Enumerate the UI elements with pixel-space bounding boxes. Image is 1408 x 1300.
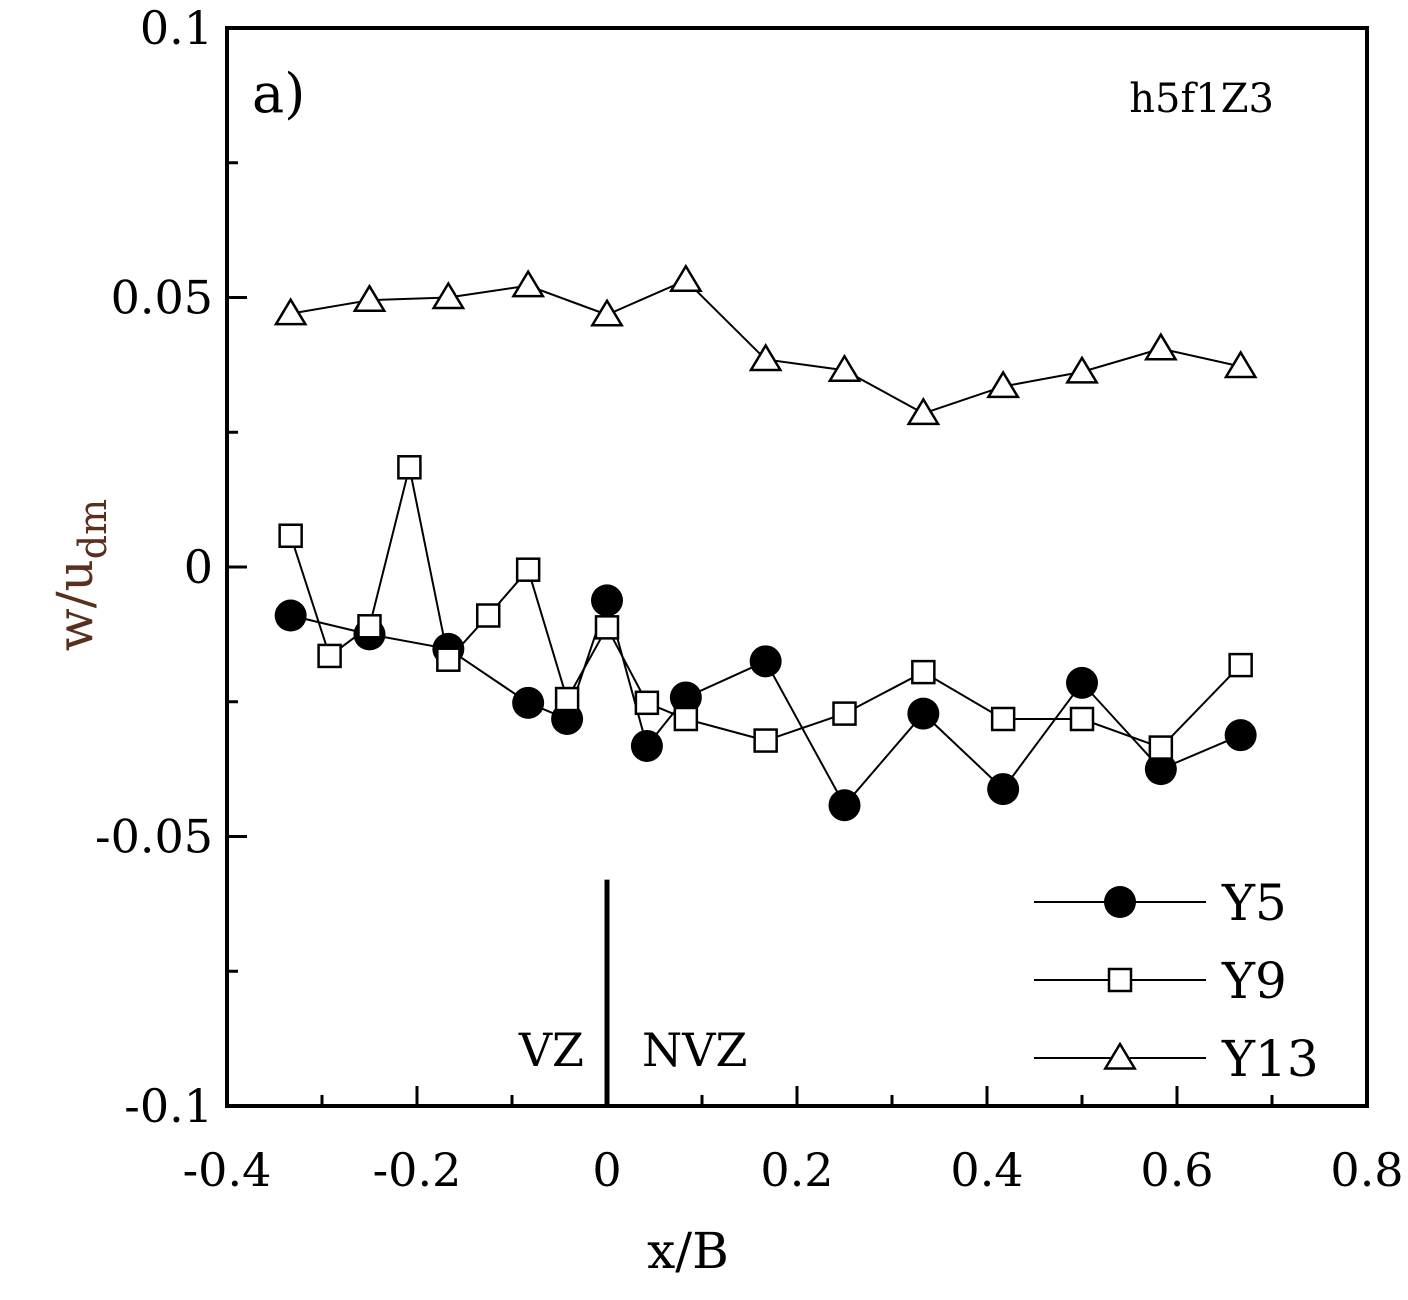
x-tick-label: 0.6 (1140, 1143, 1213, 1197)
square-marker (832, 701, 857, 726)
square-marker (397, 455, 422, 480)
circle-marker (907, 697, 940, 730)
y-axis-title: w/udm (46, 499, 115, 651)
square-marker (673, 706, 699, 732)
square-marker (634, 690, 660, 716)
triangle-marker (986, 370, 1021, 399)
legend-item-y5: Y5 (1034, 874, 1287, 932)
x-tick-label: -0.4 (183, 1143, 272, 1197)
square-marker (476, 603, 501, 628)
case-label: h5f1Z3 (1129, 76, 1274, 122)
x-tick-label: 0 (592, 1143, 621, 1197)
triangle-marker (1103, 1041, 1137, 1070)
panel-label: a) (252, 62, 305, 125)
circle-marker (274, 599, 307, 632)
triangle-marker (748, 343, 783, 372)
x-tick-label: 0.8 (1330, 1143, 1403, 1197)
circle-marker (1066, 666, 1098, 699)
series-y13 (273, 263, 1258, 426)
series-layer (273, 263, 1258, 822)
triangle-marker (827, 353, 862, 383)
y-tick-label: -0.1 (124, 1079, 213, 1133)
series-line-y5 (290, 596, 1242, 807)
y-axis-title-sub: dm (71, 499, 115, 559)
plot-frame (225, 26, 1369, 1108)
circle-marker (1144, 753, 1177, 786)
circle-marker (828, 789, 861, 822)
circle-marker (987, 773, 1020, 806)
circle-marker (512, 686, 545, 719)
series-y9 (278, 455, 1253, 760)
square-marker (753, 728, 778, 753)
svg-text:w/udm: w/udm (46, 499, 115, 651)
zone-right-label: NVZ (642, 1023, 747, 1077)
square-marker (436, 647, 461, 672)
x-tick-label: 0.4 (950, 1143, 1023, 1197)
y-tick-label: 0.1 (140, 1, 213, 55)
circle-marker (591, 584, 623, 617)
legend-label: Y9 (1221, 952, 1287, 1010)
circle-marker (669, 681, 702, 714)
x-tick-label: 0.2 (760, 1143, 833, 1197)
y-axis-title-main: w/u (46, 559, 104, 651)
series-y5 (274, 584, 1257, 822)
x-tick-label: -0.2 (373, 1143, 462, 1197)
legend: Y5 Y9 Y13 (1034, 874, 1319, 1088)
triangle-marker (1223, 350, 1258, 379)
zone-left-label: VZ (518, 1023, 584, 1077)
y-tick-label: -0.05 (95, 810, 213, 864)
ticks-layer: -0.4 -0.2 0 0.2 0.4 0.6 0.8 -0.1 -0.05 0 0.05 0.1 (95, 1, 1404, 1197)
series-line-y9 (289, 467, 1242, 749)
square-marker (278, 523, 303, 548)
square-marker (1228, 652, 1253, 678)
legend-item-y13: Y13 (1034, 1030, 1319, 1088)
labels-layer: a) h5f1Z3 x/B w/udm VZ NVZ (46, 62, 1274, 1280)
circle-marker (630, 729, 663, 762)
triangle-marker (906, 396, 941, 426)
y-tick-label: 0 (184, 540, 213, 594)
triangle-marker (1143, 332, 1178, 361)
triangle-marker (590, 298, 624, 327)
legend-label: Y13 (1221, 1030, 1319, 1088)
square-marker (317, 643, 342, 669)
square-marker (515, 557, 541, 582)
triangle-marker (431, 281, 466, 310)
triangle-marker (273, 297, 308, 326)
square-marker (1107, 967, 1133, 993)
square-marker (990, 706, 1016, 732)
circle-marker (1104, 886, 1136, 918)
square-marker (357, 614, 382, 639)
legend-item-y9: Y9 (1034, 952, 1287, 1010)
x-axis-title: x/B (647, 1222, 729, 1280)
triangle-marker (352, 283, 387, 312)
legend-label: Y5 (1221, 874, 1287, 932)
triangle-marker (511, 269, 546, 298)
y-tick-label: 0.05 (111, 271, 213, 325)
triangle-marker (1065, 355, 1099, 384)
square-marker (594, 615, 620, 640)
square-marker (1148, 735, 1174, 760)
square-marker (911, 659, 936, 685)
circle-marker (749, 645, 782, 678)
circle-marker (1224, 719, 1257, 752)
square-marker (1069, 706, 1095, 732)
triangle-marker (668, 263, 703, 293)
square-marker (554, 686, 580, 712)
